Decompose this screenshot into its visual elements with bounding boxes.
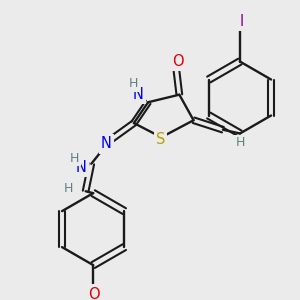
Text: N: N <box>76 160 87 175</box>
Text: N: N <box>133 87 143 102</box>
Text: N: N <box>101 136 112 152</box>
Text: O: O <box>88 287 100 300</box>
Text: H: H <box>128 77 138 90</box>
Text: H: H <box>235 136 244 149</box>
Text: I: I <box>240 14 244 29</box>
Text: S: S <box>156 132 165 147</box>
Text: H: H <box>64 182 73 195</box>
Text: H: H <box>70 152 79 165</box>
Text: O: O <box>172 54 183 69</box>
